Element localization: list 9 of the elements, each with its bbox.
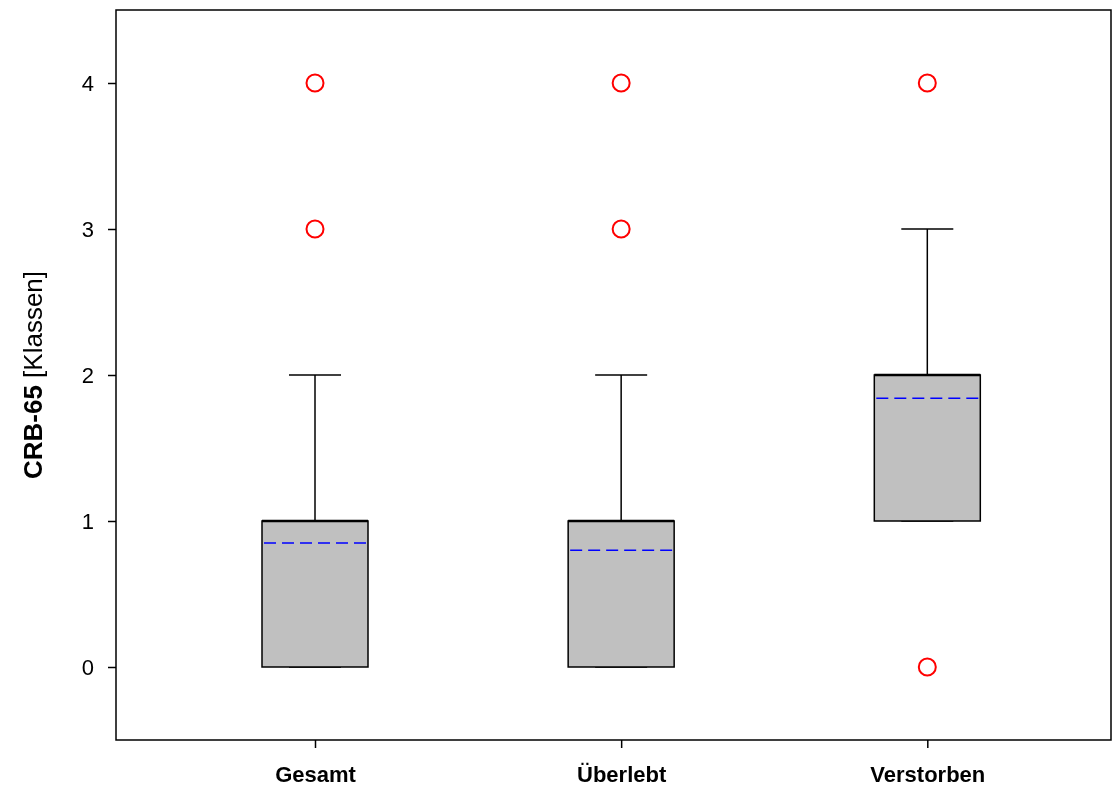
x-tick-label: Verstorben [870,761,986,787]
x-tick-label: Überlebt [577,761,667,787]
y-tick-label: 4 [81,70,94,96]
y-tick-label: 1 [81,508,94,534]
y-tick-label: 2 [81,362,94,388]
y-tick-label: 3 [81,216,94,242]
x-tick-label: Gesamt [275,761,357,787]
y-axis-title: CRB-65 [Klassen] [18,270,48,480]
y-tick-label: 0 [81,654,94,680]
